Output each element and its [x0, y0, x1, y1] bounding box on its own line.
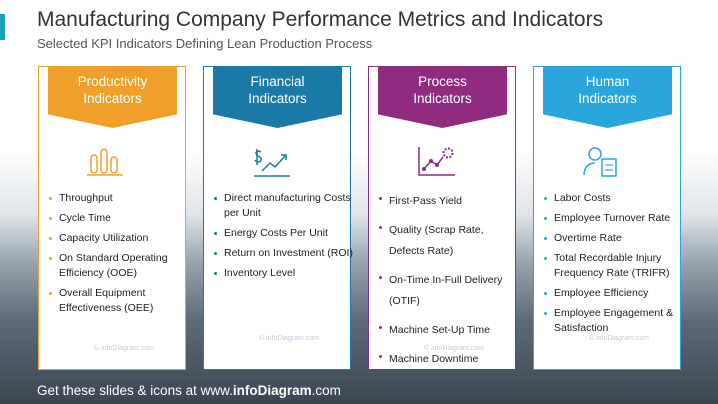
bullet-item: Overtime Rate: [544, 231, 684, 246]
watermark: © infoDiagram.com: [94, 345, 155, 352]
bullet-item: Energy Costs Per Unit: [214, 226, 354, 241]
card-banner: Process Indicators: [378, 66, 507, 128]
bullet-item: Return on Investment (ROI): [214, 247, 353, 259]
card-icon: [583, 147, 617, 177]
card-icon: [87, 148, 123, 176]
bullet-item: On Standard Operating Efficiency (OOE): [49, 251, 189, 281]
accent-bar: [0, 14, 5, 40]
card-title: Human Indicators: [578, 74, 637, 106]
card-banner: Productivity Indicators: [48, 66, 177, 128]
bullet-item: Labor Costs: [544, 191, 684, 206]
bullet-item: Throughput: [49, 191, 189, 206]
watermark: © infoDiagram.com: [259, 335, 320, 342]
bullet-item: Total Recordable Injury Frequency Rate (…: [544, 251, 684, 281]
bullet-list: Direct manufacturing Costs per Unit Energ…: [212, 191, 354, 286]
title: Manufacturing Company Performance Metric…: [37, 8, 604, 31]
footer: Get these slides & icons at www.infoDiag…: [37, 383, 341, 398]
bullet-item: Direct manufacturing Costs per Unit: [214, 191, 354, 221]
card: Financial Indicators Direct manufacturing…: [203, 66, 354, 370]
card-banner: Human Indicators: [543, 66, 672, 128]
bullet-item: Employee Efficiency: [544, 286, 684, 301]
card-banner: Financial Indicators: [213, 66, 342, 128]
card-icon: [418, 147, 455, 176]
bullet-item: Quality (Scrap Rate, Defects Rate): [379, 220, 519, 262]
watermark: © infoDiagram.com: [424, 345, 485, 352]
bullet-item: Overall Equipment Effectiveness (OEE): [49, 286, 189, 316]
bullet-item: Inventory Level: [214, 266, 354, 281]
bullet-list: Labor Costs Employee Turnover Rate Overtim…: [542, 191, 684, 341]
card: Process Indicators First-Pass Yield Qualit…: [368, 66, 516, 370]
footer-text: .com: [311, 383, 341, 398]
card-icon: [254, 149, 290, 177]
bullet-list: First-Pass Yield Quality (Scrap Rate, Def…: [377, 191, 519, 378]
bullet-item: First-Pass Yield: [379, 191, 519, 212]
watermark: © infoDiagram.com: [589, 335, 650, 342]
card: Productivity Indicators Throughput Cycle T…: [38, 66, 186, 370]
footer-brand: infoDiagram: [232, 383, 312, 398]
bullet-item: Machine Downtime: [379, 349, 519, 370]
card-title: Process Indicators: [413, 74, 472, 106]
bullet-item: On-Time In-Full Delivery (OTIF): [379, 270, 519, 312]
subtitle: Selected KPI Indicators Defining Lean Pr…: [37, 36, 373, 51]
bullet-list: Throughput Cycle Time Capacity Utilization…: [47, 191, 189, 321]
bullet-item: Cycle Time: [49, 211, 189, 226]
card-title: Productivity Indicators: [77, 74, 148, 106]
bullet-item: Capacity Utilization: [49, 231, 189, 246]
card: Human Indicators Labor Costs Employee Turn…: [533, 66, 681, 370]
card-title: Financial Indicators: [248, 74, 307, 106]
bullet-item: Employee Turnover Rate: [544, 211, 684, 226]
footer-text: Get these slides & icons at www.: [37, 383, 233, 398]
bullet-item: Employee Engagement & Satisfaction: [544, 306, 684, 336]
bullet-item: Machine Set-Up Time: [379, 320, 519, 341]
